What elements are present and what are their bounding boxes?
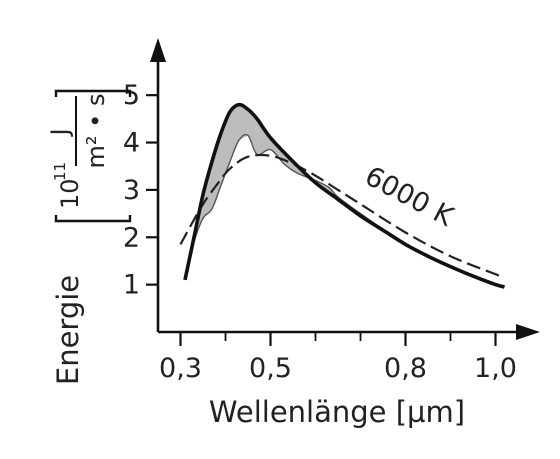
- y-axis-label: Energie 10 11 J m² • s: [46, 89, 132, 385]
- series-solid-curve: [183, 102, 505, 289]
- y-label-factor: 10: [56, 178, 84, 209]
- y-label-right-bracket: [54, 89, 132, 97]
- x-tick-label: 0,3: [159, 353, 202, 384]
- x-tick-label: 0,5: [249, 353, 292, 384]
- x-tick-label: 0,8: [384, 353, 427, 384]
- x-tick-label: 1,0: [474, 353, 517, 384]
- y-label-exponent: 11: [51, 162, 69, 181]
- temperature-annotation: 6000 K: [360, 161, 460, 234]
- y-tick-label: 4: [123, 128, 140, 159]
- y-tick-label: 5: [123, 80, 140, 111]
- y-label-left-bracket: [54, 215, 132, 223]
- y-axis-label-prefix: Energie: [51, 275, 85, 385]
- y-axis-arrowhead: [150, 38, 166, 62]
- y-tick-label: 2: [123, 222, 140, 253]
- y-ticks: 1 2 3 4 5: [123, 80, 158, 301]
- series-6000k-dashed-curve: [179, 153, 505, 279]
- y-label-denominator: m² • s: [82, 94, 110, 169]
- y-tick-label: 1: [123, 270, 140, 301]
- x-ticks: 0,3 0,5 0,8 1,0: [159, 332, 517, 384]
- x-axis-label: Wellenlänge [µm]: [209, 395, 465, 429]
- y-label-numerator: J: [46, 128, 74, 137]
- series-thin-curve: [184, 133, 505, 288]
- y-tick-label: 3: [123, 175, 140, 206]
- x-axis-arrowhead: [516, 324, 540, 340]
- shaded-difference-area: [185, 104, 505, 287]
